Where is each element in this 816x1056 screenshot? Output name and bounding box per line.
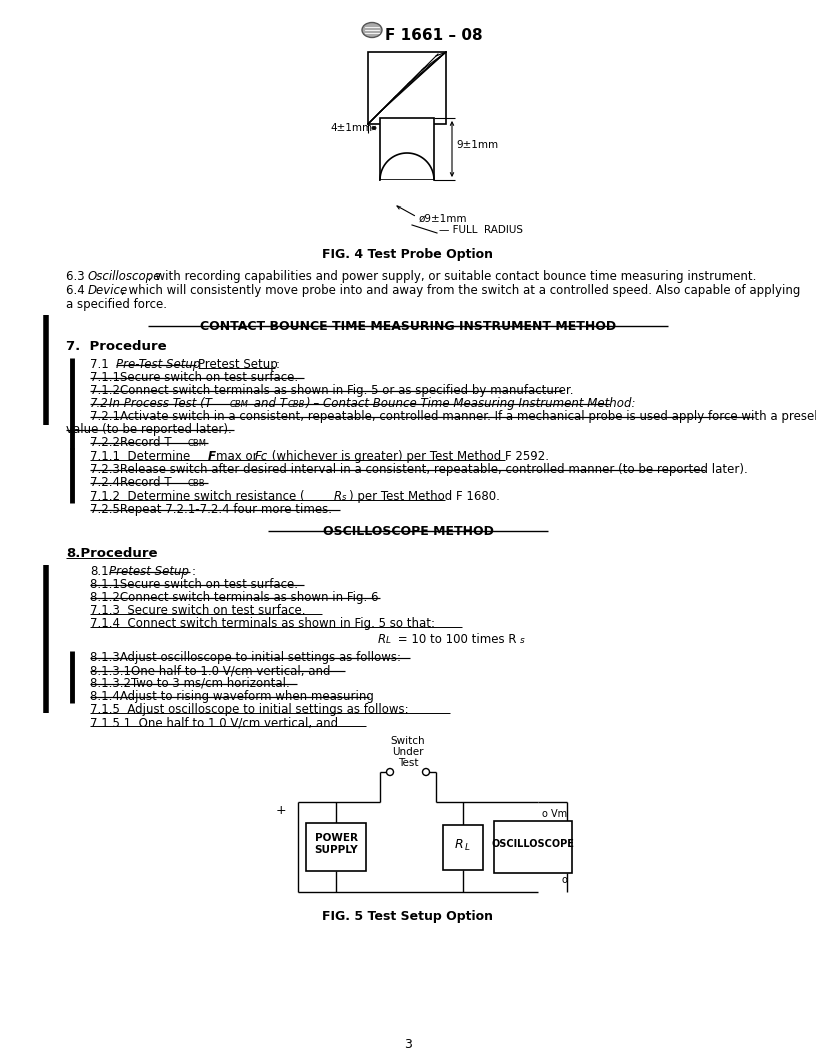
Text: 7.1.5  Adjust oscilloscope to initial settings as follows:: 7.1.5 Adjust oscilloscope to initial set… [90, 703, 409, 716]
Text: 3: 3 [404, 1038, 412, 1051]
Text: 7.2: 7.2 [90, 397, 109, 410]
Text: CBM: CBM [230, 400, 249, 409]
Bar [306, 823, 366, 871]
Text: max or: max or [216, 450, 261, 463]
Text: 7.1.1Secure switch on test surface.: 7.1.1Secure switch on test surface. [90, 371, 298, 384]
Text: 8.1.3.2Two to 3 ms/cm horizontal.: 8.1.3.2Two to 3 ms/cm horizontal. [90, 677, 290, 690]
Wedge shape [380, 180, 434, 207]
Text: Oscilloscope: Oscilloscope [88, 270, 162, 283]
Text: 7.1.3  Secure switch on test surface.: 7.1.3 Secure switch on test surface. [90, 604, 305, 617]
Text: 7.1.4  Connect switch terminals as shown in Fig. 5 so that:: 7.1.4 Connect switch terminals as shown … [90, 617, 435, 630]
Text: :: : [276, 358, 280, 371]
Text: ) – Contact Bounce Time Measuring Instrument Method:: ) – Contact Bounce Time Measuring Instru… [306, 397, 636, 410]
Circle shape [423, 769, 429, 775]
Text: 7.2.2Record T: 7.2.2Record T [90, 436, 171, 449]
Text: — FULL  RADIUS: — FULL RADIUS [439, 225, 523, 235]
Text: 7.1.5.1  One half to 1.0 V/cm vertical, and: 7.1.5.1 One half to 1.0 V/cm vertical, a… [90, 716, 338, 729]
Text: In Process Test (T: In Process Test (T [109, 397, 212, 410]
Text: F: F [208, 450, 216, 463]
Text: 7.2.4Record T: 7.2.4Record T [90, 476, 171, 489]
Text: o Vm: o Vm [542, 809, 567, 819]
Text: value (to be reported later).: value (to be reported later). [66, 423, 232, 436]
Text: Device: Device [88, 284, 128, 297]
Text: Under: Under [392, 747, 424, 757]
Text: , which will consistently move probe into and away from the switch at a controll: , which will consistently move probe int… [121, 284, 800, 297]
Text: FIG. 4 Test Probe Option: FIG. 4 Test Probe Option [322, 248, 494, 261]
Text: 6.3: 6.3 [66, 270, 88, 283]
Text: 6.4: 6.4 [66, 284, 88, 297]
Text: 7.1.2  Determine switch resistance (: 7.1.2 Determine switch resistance ( [90, 490, 304, 503]
Text: 7.2.5Repeat 7.2.1-7.2.4 four more times.: 7.2.5Repeat 7.2.1-7.2.4 four more times. [90, 503, 332, 516]
Text: 7.1: 7.1 [90, 358, 116, 371]
Ellipse shape [362, 22, 382, 38]
Bar [494, 821, 572, 873]
Text: Pre-Test Setup: Pre-Test Setup [116, 358, 201, 371]
Text: L: L [386, 636, 391, 645]
Text: :: : [192, 565, 196, 578]
Text: 8.1.3.1One half to 1.0 V/cm vertical, and: 8.1.3.1One half to 1.0 V/cm vertical, an… [90, 664, 330, 677]
Text: 8.1.3Adjust oscilloscope to initial settings as follows:: 8.1.3Adjust oscilloscope to initial sett… [90, 650, 401, 664]
Bar [380, 118, 434, 180]
Text: ø9±1mm: ø9±1mm [419, 214, 468, 224]
Text: 9±1mm: 9±1mm [456, 140, 498, 150]
Text: OSCILLOSCOPE: OSCILLOSCOPE [491, 840, 574, 849]
Text: Test: Test [397, 758, 419, 768]
Text: Pretest Setup: Pretest Setup [109, 565, 189, 578]
Text: a specified force.: a specified force. [66, 298, 167, 312]
Text: +: + [275, 804, 286, 817]
Text: s: s [520, 636, 525, 645]
Text: FIG. 5 Test Setup Option: FIG. 5 Test Setup Option [322, 910, 494, 923]
Bar [368, 52, 446, 124]
Text: 8.1.4Adjust to rising waveform when measuring: 8.1.4Adjust to rising waveform when meas… [90, 690, 374, 703]
Text: OSCILLOSCOPE METHOD: OSCILLOSCOPE METHOD [322, 525, 494, 538]
Text: 7.2.1Activate switch in a consistent, repeatable, controlled manner. If a mechan: 7.2.1Activate switch in a consistent, re… [90, 410, 816, 423]
Text: s: s [342, 493, 346, 502]
Text: (whichever is greater) per Test Method F 2592.: (whichever is greater) per Test Method F… [268, 450, 549, 463]
Text: CBB: CBB [288, 400, 305, 409]
Text: Fc: Fc [255, 450, 268, 463]
Text: F 1661 – 08: F 1661 – 08 [385, 29, 482, 43]
Circle shape [387, 769, 393, 775]
Text: POWER
SUPPLY: POWER SUPPLY [314, 833, 357, 854]
Text: R: R [455, 837, 463, 850]
Text: 7.  Procedure: 7. Procedure [66, 340, 166, 353]
Text: 7.1.1  Determine: 7.1.1 Determine [90, 450, 194, 463]
Text: Switch: Switch [391, 736, 425, 746]
Text: , with recording capabilities and power supply, or suitable contact bounce time : , with recording capabilities and power … [148, 270, 756, 283]
Bar [443, 825, 483, 869]
Text: CBB: CBB [188, 479, 206, 488]
Text: 8.Procedure: 8.Procedure [66, 547, 157, 560]
Text: 8.1.1Secure switch on test surface.: 8.1.1Secure switch on test surface. [90, 578, 298, 591]
Text: L: L [464, 844, 469, 852]
Text: 8.1: 8.1 [90, 565, 109, 578]
Text: ) per Test Method F 1680.: ) per Test Method F 1680. [349, 490, 500, 503]
Text: and T: and T [250, 397, 287, 410]
Text: Pretest Setup: Pretest Setup [198, 358, 277, 371]
Text: 4±1mm: 4±1mm [330, 122, 372, 133]
Text: CBM: CBM [188, 439, 207, 448]
Text: 7.1.2Connect switch terminals as shown in Fig. 5 or as specified by manufacturer: 7.1.2Connect switch terminals as shown i… [90, 384, 574, 397]
Text: 7.2.3Release switch after desired interval in a consistent, repeatable, controll: 7.2.3Release switch after desired interv… [90, 463, 747, 476]
Text: R: R [378, 633, 386, 646]
Text: CONTACT BOUNCE TIME MEASURING INSTRUMENT METHOD: CONTACT BOUNCE TIME MEASURING INSTRUMENT… [200, 320, 616, 333]
Text: o: o [561, 875, 567, 885]
Text: = 10 to 100 times R: = 10 to 100 times R [394, 633, 517, 646]
Text: R: R [334, 490, 342, 503]
Text: 8.1.2Connect switch terminals as shown in Fig. 6: 8.1.2Connect switch terminals as shown i… [90, 591, 379, 604]
